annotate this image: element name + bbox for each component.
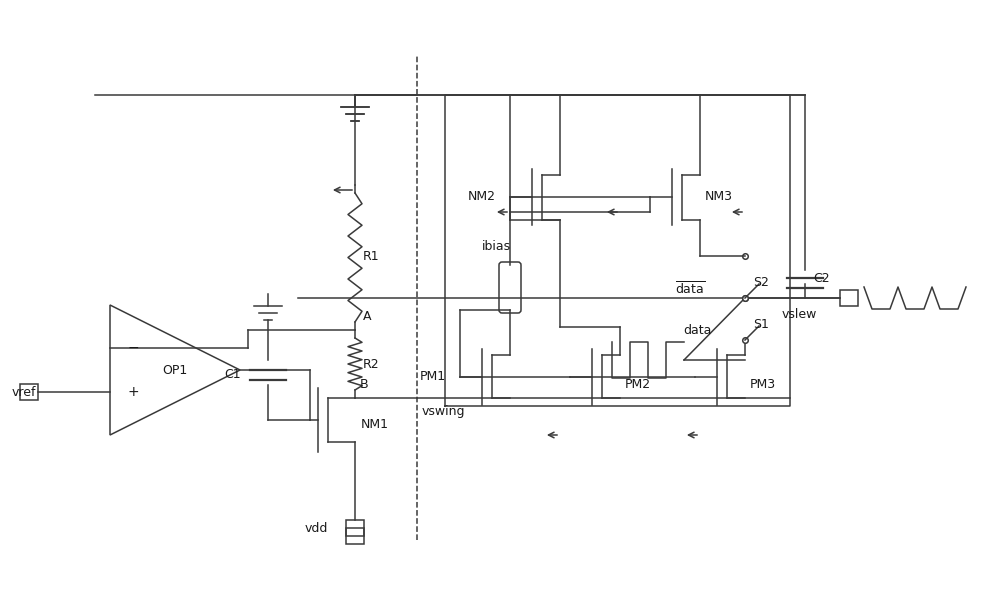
- Text: NM2: NM2: [468, 190, 496, 204]
- Text: B: B: [360, 378, 369, 390]
- Text: −: −: [127, 341, 139, 355]
- Text: vref: vref: [12, 386, 36, 398]
- Text: $\overline{\rm data}$: $\overline{\rm data}$: [675, 281, 705, 297]
- Text: PM2: PM2: [625, 378, 651, 391]
- Text: S1: S1: [753, 317, 769, 331]
- Text: PM1: PM1: [420, 370, 446, 383]
- Text: +: +: [127, 385, 139, 399]
- Text: data: data: [683, 325, 711, 337]
- Text: vslew: vslew: [782, 307, 817, 320]
- Text: PM3: PM3: [750, 378, 776, 391]
- Text: NM3: NM3: [705, 190, 733, 204]
- Text: C2: C2: [813, 271, 830, 284]
- Text: R1: R1: [363, 251, 380, 264]
- Text: A: A: [363, 309, 372, 323]
- Text: OP1: OP1: [162, 364, 188, 376]
- Text: vdd: vdd: [305, 522, 328, 534]
- Text: vswing: vswing: [422, 406, 466, 418]
- Text: S2: S2: [753, 276, 769, 289]
- Text: C1: C1: [224, 368, 241, 381]
- Text: NM1: NM1: [361, 418, 389, 431]
- Text: ibias: ibias: [482, 240, 511, 254]
- Text: R2: R2: [363, 357, 380, 370]
